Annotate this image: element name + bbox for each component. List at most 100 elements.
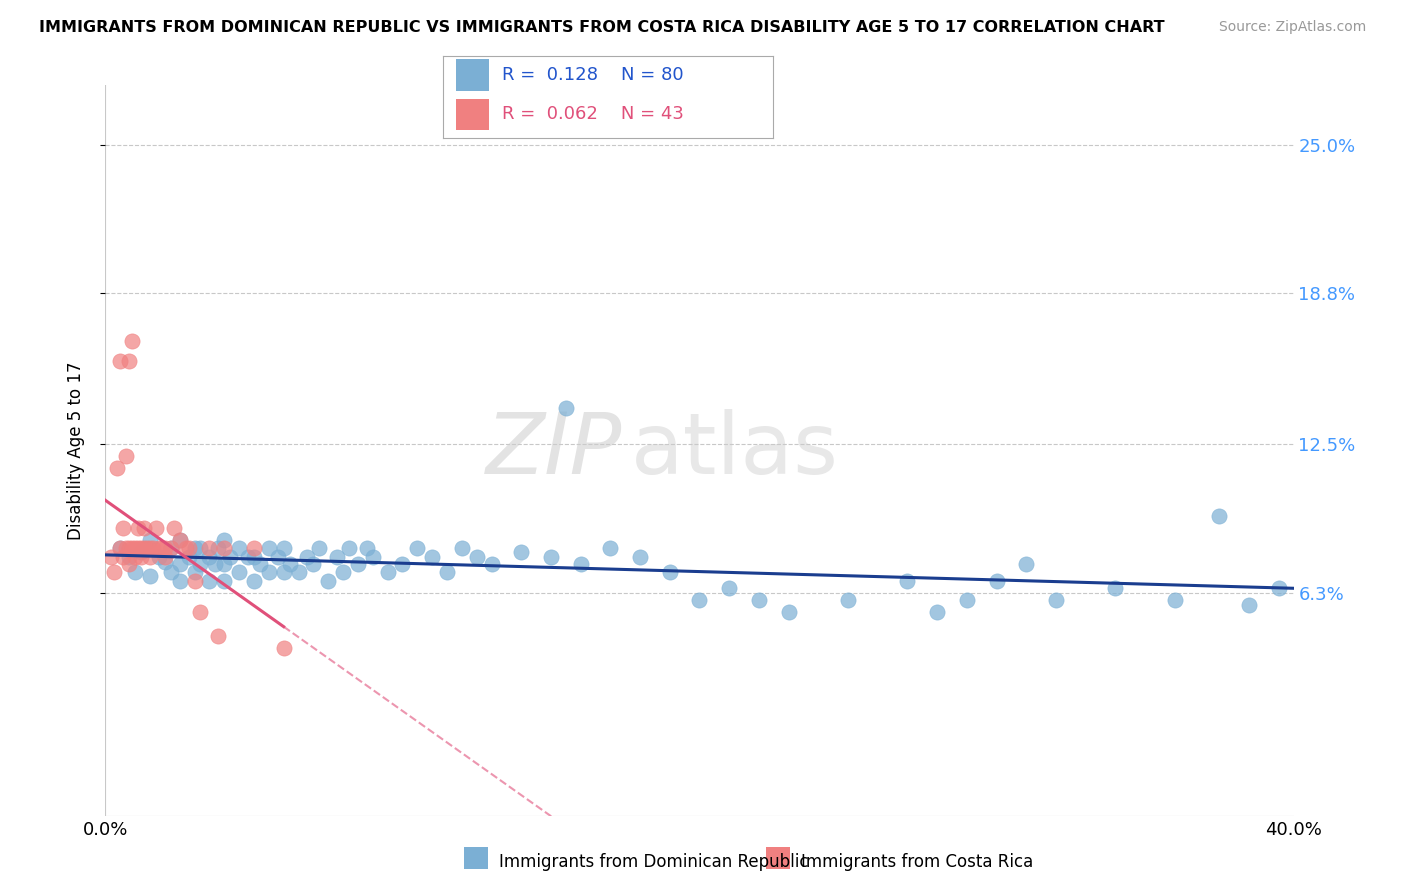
Point	[214, 533, 236, 548]
Point	[124, 541, 146, 555]
Point	[198, 541, 221, 555]
Point	[169, 574, 191, 589]
Point	[1104, 582, 1126, 596]
Point	[204, 558, 226, 572]
Point	[153, 541, 176, 555]
Point	[148, 550, 170, 565]
Point	[198, 574, 221, 589]
Point	[1267, 582, 1289, 596]
Point	[153, 555, 176, 569]
Point	[132, 541, 155, 555]
Point	[1015, 558, 1038, 572]
Point	[115, 450, 138, 464]
Point	[190, 541, 212, 555]
Point	[132, 521, 155, 535]
Point	[183, 541, 205, 555]
Point	[287, 565, 309, 579]
Point	[986, 574, 1008, 589]
Point	[326, 550, 349, 565]
Point	[243, 541, 266, 555]
Point	[837, 593, 859, 607]
Point	[257, 565, 280, 579]
Point	[297, 550, 319, 565]
Point	[153, 550, 176, 565]
Point	[177, 541, 200, 555]
Point	[257, 541, 280, 555]
Point	[159, 541, 181, 555]
Point	[124, 565, 146, 579]
Point	[554, 401, 576, 416]
Point	[228, 565, 250, 579]
Point	[139, 533, 162, 548]
Point	[169, 533, 191, 548]
Text: IMMIGRANTS FROM DOMINICAN REPUBLIC VS IMMIGRANTS FROM COSTA RICA DISABILITY AGE : IMMIGRANTS FROM DOMINICAN REPUBLIC VS IM…	[39, 20, 1166, 35]
Point	[159, 565, 181, 579]
Point	[139, 569, 162, 583]
Point	[214, 558, 236, 572]
Point	[332, 565, 354, 579]
Point	[127, 541, 149, 555]
Point	[110, 541, 132, 555]
Point	[136, 541, 159, 555]
Point	[356, 541, 378, 555]
Point	[243, 550, 266, 565]
Text: Source: ZipAtlas.com: Source: ZipAtlas.com	[1219, 20, 1367, 34]
Point	[183, 574, 205, 589]
Point	[450, 541, 472, 555]
Point	[121, 541, 143, 555]
Point	[569, 558, 592, 572]
Bar	[456, 60, 489, 91]
Text: atlas: atlas	[630, 409, 838, 492]
Point	[228, 541, 250, 555]
Point	[896, 574, 918, 589]
Point	[956, 593, 979, 607]
Point	[361, 550, 384, 565]
Point	[243, 574, 266, 589]
Point	[139, 541, 162, 555]
Point	[129, 545, 152, 559]
Point	[420, 550, 443, 565]
Point	[689, 593, 711, 607]
Point	[127, 521, 149, 535]
Point	[219, 550, 242, 565]
Point	[267, 550, 290, 565]
Point	[163, 521, 186, 535]
Point	[129, 541, 152, 555]
Point	[169, 558, 191, 572]
Point	[105, 461, 128, 475]
Y-axis label: Disability Age 5 to 17: Disability Age 5 to 17	[66, 361, 84, 540]
Point	[207, 629, 229, 643]
Point	[190, 605, 212, 619]
Point	[273, 641, 295, 656]
Point	[347, 558, 370, 572]
Point	[302, 558, 325, 572]
Point	[436, 565, 458, 579]
Point	[118, 550, 141, 565]
Point	[150, 541, 173, 555]
Point	[1208, 509, 1230, 524]
Point	[118, 541, 141, 555]
Point	[1164, 593, 1187, 607]
Point	[110, 353, 132, 368]
Point	[540, 550, 562, 565]
Point	[628, 550, 651, 565]
Point	[129, 550, 152, 565]
Point	[406, 541, 429, 555]
Point	[377, 565, 399, 579]
Point	[115, 541, 138, 555]
Point	[308, 541, 330, 555]
Point	[183, 565, 205, 579]
Point	[118, 353, 141, 368]
Point	[465, 550, 488, 565]
Point	[121, 334, 143, 349]
Text: ZIP: ZIP	[486, 409, 623, 492]
Point	[174, 541, 197, 555]
Point	[214, 574, 236, 589]
Text: R =  0.062    N = 43: R = 0.062 N = 43	[502, 105, 685, 123]
Point	[190, 558, 212, 572]
Point	[718, 582, 741, 596]
Point	[1045, 593, 1067, 607]
Point	[273, 541, 295, 555]
Text: R =  0.128    N = 80: R = 0.128 N = 80	[502, 66, 683, 84]
Point	[159, 541, 181, 555]
